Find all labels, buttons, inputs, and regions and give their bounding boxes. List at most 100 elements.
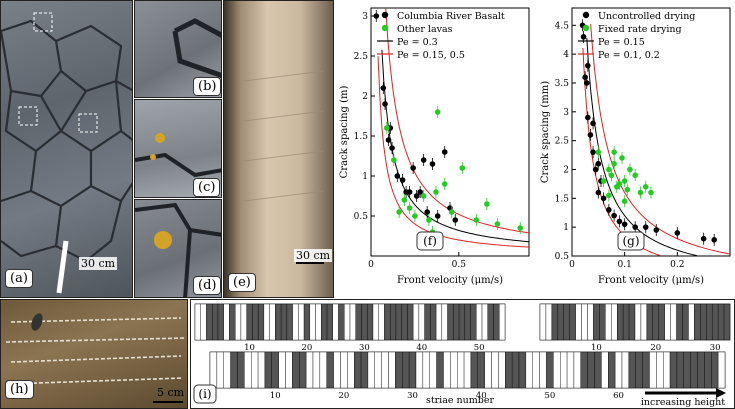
panel-b-label: (b) [193,77,221,96]
data-point-green [448,209,455,215]
stria-band [244,351,252,389]
stria-band [642,351,650,389]
stria-band [257,303,265,341]
stria-band [319,351,327,389]
data-point-green [611,149,617,155]
curve-black-0 [586,38,698,257]
stria-band [697,351,705,389]
y-axis-label: Crack spacing (mm) [540,81,551,183]
stria-tick-label: 40 [416,343,427,353]
stria-band [388,351,396,389]
stria-band [286,303,293,341]
data-point-black [592,166,599,173]
stria-band [581,303,588,341]
stria-band [608,351,616,389]
y-tick-label: 3 [563,108,569,118]
stria-band [628,303,636,341]
data-point-black [452,217,459,223]
scale-bar [56,240,69,294]
data-point-black [590,149,596,155]
data-point-green [632,172,638,179]
stria-band [605,303,612,341]
stria-band [493,303,500,341]
data-point-black [382,101,388,107]
data-point-black [653,227,660,233]
data-point-black [389,145,395,151]
panel-c-label: (c) [193,178,221,197]
data-point-green [484,201,490,207]
stria-band [275,303,282,341]
legend-entry: Pe = 0.1, 0.2 [598,50,660,61]
stria-band [246,303,253,341]
stria-band [298,303,305,341]
legend-entry: Other lavas [397,24,453,35]
stria-tick-label: 20 [302,343,313,353]
stria-band [670,303,677,341]
y-tick-label: 2.5 [555,137,570,147]
stria-band [658,303,665,341]
data-point-black [441,149,448,155]
stria-band [656,351,664,389]
stria-band [498,351,506,389]
stria-band [464,303,471,341]
stria-band [252,303,259,341]
data-point-black [606,207,612,213]
stria-band [374,351,382,389]
stria-band [652,303,659,341]
stria-band [557,303,564,341]
stria-band [344,303,351,341]
stria-band [395,303,402,341]
panel-d-photo: (d) [134,199,222,298]
stria-band [470,351,478,389]
stria-band [384,303,391,341]
stria-band [711,303,719,341]
stria-band [229,303,236,341]
stria-tick-label: 60 [613,391,624,401]
stria-band [200,303,207,341]
data-point-green [517,225,524,231]
legend-marker [582,11,590,19]
stria-tick-label: 30 [407,391,418,401]
stria-band [355,303,362,341]
stria-band [546,351,554,389]
panel-h-photo: 5 cm (h) [0,299,188,409]
stria-band [646,303,654,341]
data-point-black [700,235,707,242]
stria-band [216,351,224,389]
x-tick-label: 0 [569,260,575,270]
stria-band [263,303,270,341]
stria-band [401,303,408,341]
stria-band [539,303,547,341]
stria-band [347,351,355,389]
stria-band [611,303,618,341]
data-point-green [401,197,408,203]
data-point-black [711,237,717,243]
curve-red-1 [385,8,530,234]
data-point-black [611,212,617,219]
panel-label: (i) [198,387,211,401]
stria-band [477,351,485,389]
stria-band [676,351,684,389]
stria-band [481,303,488,341]
stria-tick-label: 40 [476,391,487,401]
stria-band [292,351,300,389]
stria-band [315,303,322,341]
data-point-green [459,165,466,171]
stria-band [566,351,575,389]
data-point-green [608,172,615,179]
x-tick-label: 0.5 [452,260,467,270]
stria-band [704,351,712,389]
stria-band [223,351,231,389]
stria-band [616,303,624,341]
stria-tick-label: 10 [244,343,255,353]
y-tick-label: 2 [362,92,368,102]
data-point-black [434,213,441,219]
y-axis-label: Crack spacing (m) [339,85,350,178]
data-point-green [619,155,625,161]
stria-band [269,303,276,341]
data-point-green [624,186,631,193]
stria-band [223,303,230,341]
stria-band [614,351,623,389]
data-point-black [380,85,387,91]
y-tick-label: 0.5 [555,252,570,262]
